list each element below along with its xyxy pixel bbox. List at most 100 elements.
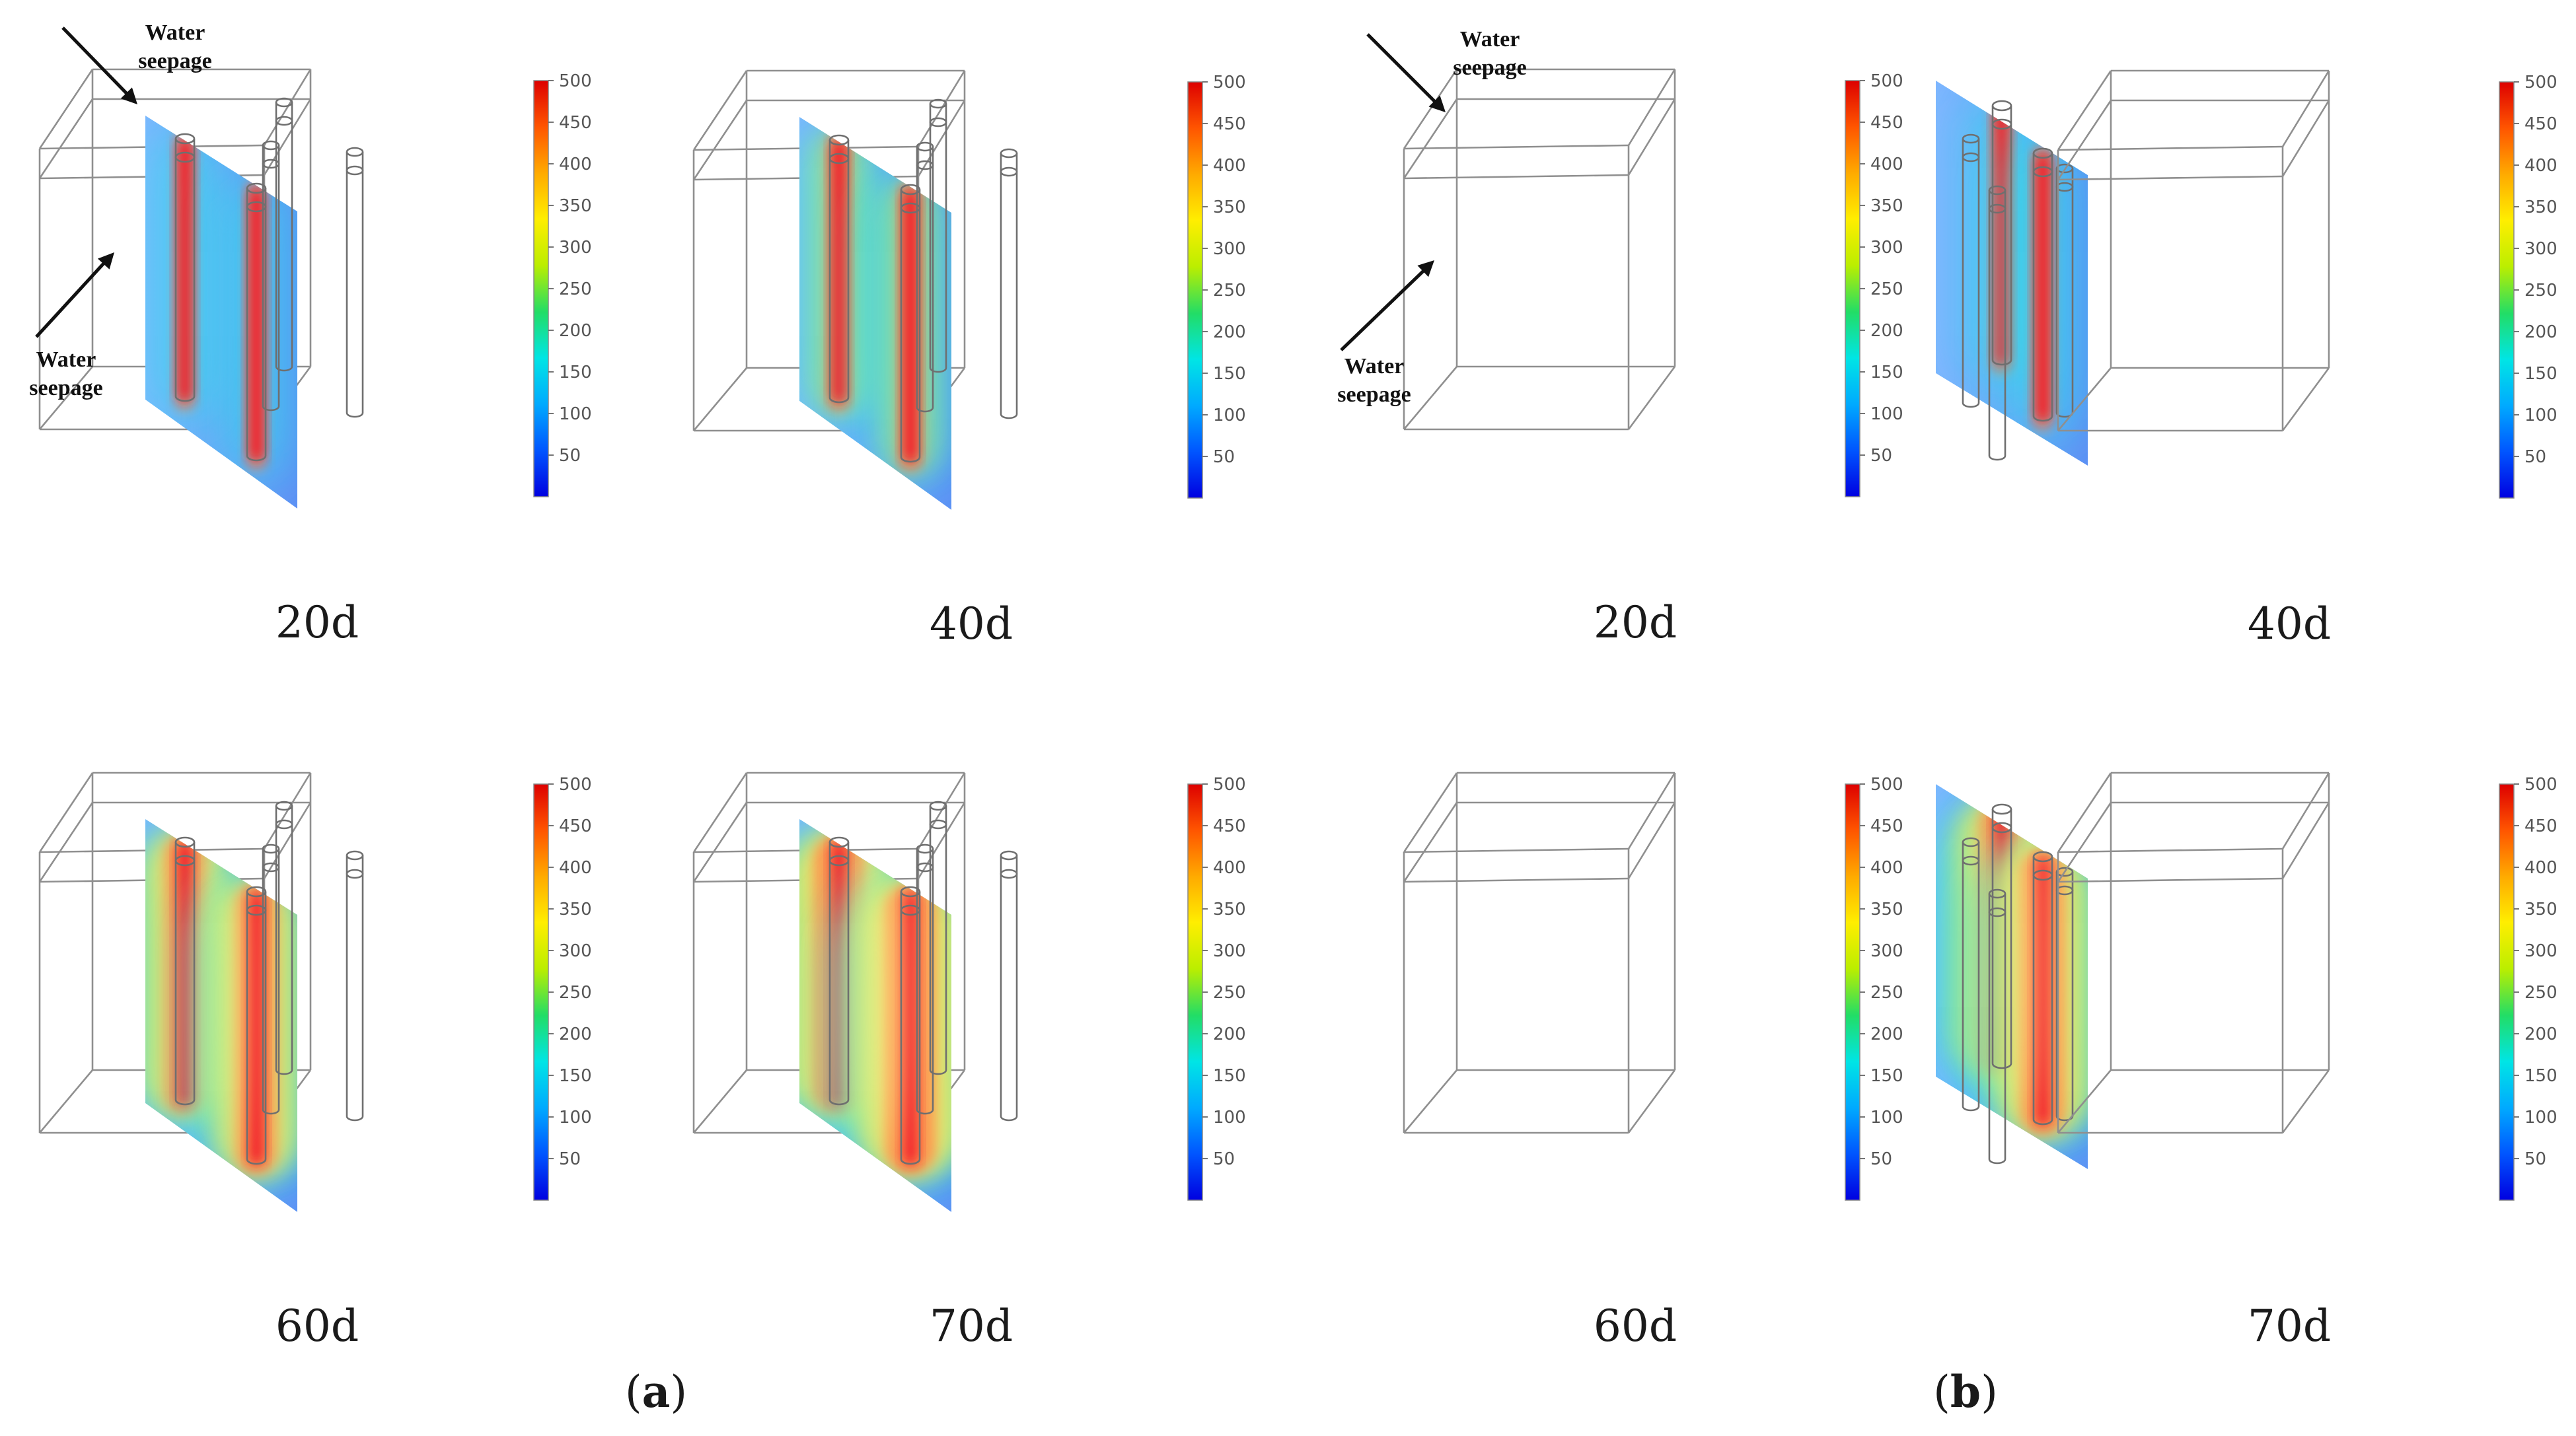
soil-layer-line (1403, 98, 1458, 179)
colorbar-tick-label: 450 (1870, 816, 1903, 836)
colorbar-tick-label: 200 (2524, 1024, 2558, 1044)
colorbar-tick-label: 500 (1213, 73, 1246, 92)
colorbar: 500 450 400 350 300 250 200 150 100 50 (1845, 775, 1903, 1201)
box-edge (1627, 772, 1676, 849)
time-label: 60d (276, 1301, 359, 1351)
colorbar-tick-label: 250 (559, 279, 592, 299)
time-label: 20d (276, 597, 359, 648)
domain-box (1403, 68, 1676, 431)
colorbar-tick-label: 100 (2524, 1108, 2558, 1128)
heat-pipe (900, 886, 921, 1165)
idle-pipe (1962, 133, 1980, 408)
box-edge (39, 1069, 93, 1133)
annotation-top-line1: Water (1460, 27, 1520, 52)
idle-pipe (916, 141, 934, 413)
box-edge (692, 70, 748, 151)
box-edge (2281, 1069, 2330, 1133)
colorbar-tick-label: 200 (1870, 1024, 1903, 1044)
colorbar-tick-label: 450 (1213, 816, 1246, 836)
colorbar-tick-label: 50 (1213, 1149, 1235, 1169)
panel-a-20d: 500 450 400 350 300 250 200 150 100 50 20d Water see… (29, 20, 591, 648)
colorbar-tick-label: 350 (1213, 197, 1246, 217)
box-edge (39, 366, 93, 430)
box-edge (693, 1069, 747, 1133)
subfigure-label-b: (b) (1933, 1366, 1998, 1418)
colorbar-tick-label: 450 (2524, 114, 2558, 134)
box-edge (2281, 772, 2330, 849)
colorbar-tick-label: 400 (1870, 858, 1903, 878)
water-seepage-annotation: Water seepage Water seepage (29, 20, 211, 400)
domain-box (2057, 772, 2330, 1134)
idle-pipe (262, 140, 280, 412)
colorbar-tick-label: 400 (1213, 156, 1246, 176)
panel-b-70d: 500 450 400 350 300 250 200 150 100 50 70d (2057, 772, 2576, 1351)
soil-layer-line (917, 802, 966, 879)
heat-pipe (174, 133, 196, 402)
time-label: 20d (1594, 597, 1677, 648)
colorbar-gradient (2499, 783, 2515, 1201)
colorbar: 500 450 400 350 300 250 200 150 100 50 (533, 71, 592, 497)
panel-a-40d: 500 450 400 350 300 250 200 150 100 50 40d (692, 69, 1246, 649)
box-edge (1627, 1069, 1676, 1133)
temperature-slice (2571, 784, 2576, 1169)
arrow-side (35, 256, 110, 338)
idle-pipe (275, 97, 293, 372)
box-edge (1627, 69, 1676, 146)
colorbar-tick-label: 150 (559, 1066, 592, 1086)
colorbar-tick-label: 500 (2524, 73, 2558, 92)
arrow-top (61, 26, 133, 100)
box-edge (1403, 69, 1458, 149)
arrow-top-head (120, 87, 137, 104)
heat-pipe (900, 184, 921, 463)
colorbar-tick-label: 400 (2524, 156, 2558, 176)
colorbar-gradient (533, 783, 549, 1201)
colorbar-tick-label: 400 (1870, 155, 1903, 174)
temperature-slice (799, 819, 951, 1212)
heat-pipe (246, 182, 267, 462)
colorbar-tick-label: 100 (559, 404, 592, 424)
annotation-top-line1: Water (145, 20, 205, 45)
soil-layer-line (2057, 877, 2283, 883)
idle-pipe (929, 801, 947, 1075)
box-edge (2057, 772, 2112, 853)
colorbar-tick-label: 450 (1213, 114, 1246, 134)
idle-pipe (346, 147, 364, 418)
heat-pipe (828, 836, 850, 1106)
colorbar-tick-label: 250 (559, 983, 592, 1003)
idle-pipe (346, 850, 364, 1122)
colorbar-tick-label: 400 (2524, 858, 2558, 878)
colorbar-tick-label: 300 (559, 238, 592, 258)
soil-layer-line (1627, 98, 1676, 176)
soil-layer-line (1403, 802, 1458, 882)
colorbar-tick-label: 50 (1870, 446, 1892, 466)
box-edge (917, 772, 966, 849)
soil-layer-line (1403, 877, 1629, 883)
panel-b-40d: 500 450 400 350 300 250 200 150 100 50 40d (2057, 69, 2558, 649)
colorbar-tick-label: 500 (559, 71, 592, 91)
colorbar-gradient (1845, 80, 1860, 497)
colorbar-tick-label: 50 (1870, 1149, 1892, 1169)
colorbar-tick-label: 250 (1870, 983, 1903, 1003)
colorbar-tick-label: 250 (1213, 983, 1246, 1003)
box-edge (692, 772, 748, 853)
colorbar-tick-label: 150 (2524, 364, 2558, 384)
idle-pipe (275, 801, 293, 1075)
soil-layer-line (917, 100, 966, 177)
heat-pipe (246, 886, 267, 1165)
colorbar-tick-label: 450 (559, 816, 592, 836)
colorbar: 500 450 400 350 300 250 200 150 100 50 (2499, 775, 2558, 1201)
colorbar-tick-label: 500 (1870, 71, 1903, 91)
colorbar-tick-label: 200 (1213, 322, 1246, 342)
heat-pipe (1991, 803, 2012, 1069)
colorbar-tick-label: 350 (1870, 196, 1903, 216)
idle-pipe (262, 844, 280, 1115)
colorbar-tick-label: 150 (1213, 1066, 1246, 1086)
colorbar-tick-label: 100 (1213, 406, 1246, 425)
box-edge (2057, 145, 2283, 151)
arrow-side (1340, 264, 1430, 351)
colorbar-tick-label: 450 (1870, 113, 1903, 133)
colorbar-tick-label: 100 (1870, 1108, 1903, 1128)
box-edge (917, 70, 966, 147)
time-label: 40d (930, 598, 1013, 649)
colorbar-gradient (1187, 783, 1203, 1201)
